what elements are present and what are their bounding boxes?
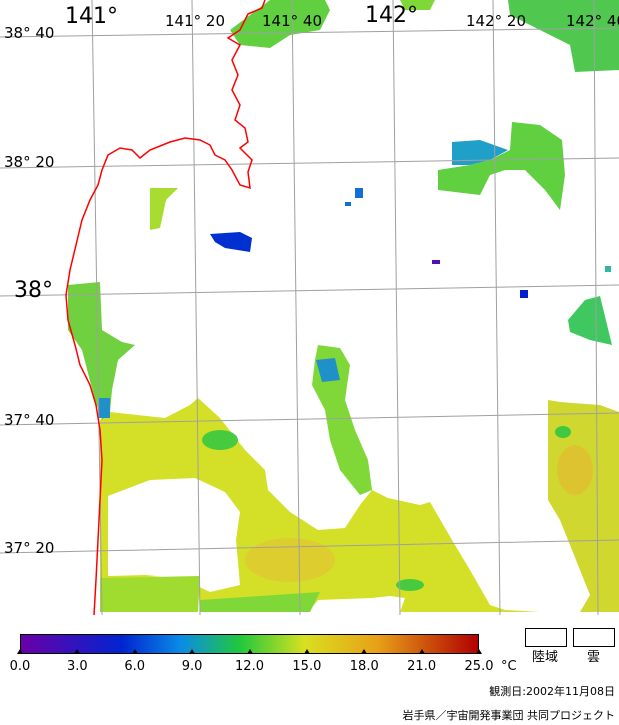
sst-green-band-west [100,576,200,612]
colorbar-tick-label: 6.0 [124,659,146,674]
colorbar-unit: °C [501,659,517,674]
lat-label-38-20: 38° 20 [4,153,55,171]
lon-label-141-20: 141° 20 [165,12,225,30]
colorbar-tick-mark [74,649,81,654]
colorbar-tick-mark [418,649,425,654]
sst-data-patches [68,0,619,612]
colorbar-tick-mark [246,649,253,654]
colorbar-tick-mark [303,649,310,654]
lon-label-142-40: 142° 40 [566,12,619,30]
credit-text: 岩手県／宇宙開発事業団 共同プロジェクト [402,709,616,722]
colorbar-tick-label: 18.0 [349,659,379,674]
land-legend-swatch [525,628,567,647]
lon-label-142-20: 142° 20 [466,12,526,30]
sst-patch-north-coast [230,0,330,48]
sst-green-band-south [200,592,320,612]
sst-patch-east-small [568,296,612,345]
sst-patch-west-coast [68,282,135,420]
sst-patch-nw [150,188,178,230]
colorbar-tick-label: 0.0 [9,659,31,674]
sst-patch-north-coast-2 [400,0,435,10]
sst-warm-core-2 [202,430,238,450]
sst-speck-3 [432,260,440,264]
colorbar-tick-label: 25.0 [464,659,494,674]
sst-speck-2 [345,202,351,206]
sst-hole-south [108,478,240,592]
sst-speck-1 [355,188,363,198]
lat-label-37-20: 37° 20 [4,539,55,557]
land-legend-label: 陸域 [532,650,559,665]
coastline [65,0,266,615]
sst-cool-spot-ne [452,140,508,165]
lat-label-38-40: 38° 40 [4,24,55,42]
colorbar-tick-label: 3.0 [67,659,88,674]
colorbar-tick-mark [17,649,23,654]
observation-date: 観測日:2002年11月08日 [489,685,615,698]
sst-green-spot-east [555,426,571,438]
colorbar-tick-mark [361,649,368,654]
sst-patch-central-tongue [312,345,372,495]
colorbar-tick-label: 15.0 [292,659,322,674]
sst-patch-ne-top [508,0,619,72]
lon-label-141: 141° [65,4,118,29]
colorbar-tick-mark [476,649,482,654]
cloud-legend-swatch [573,628,615,647]
sst-warm-core-east [557,445,593,495]
lat-label-37-40: 37° 40 [4,411,55,429]
colorbar-tick-label: 9.0 [181,659,203,674]
graticule [0,0,619,615]
colorbar-tick-mark [131,649,138,654]
colorbar-tick-mark [189,649,196,654]
sst-cool-spot-central [316,358,340,382]
sst-warm-core-1 [245,538,335,582]
sst-patch-ne-mid [438,122,565,210]
lon-label-141-40: 141° 40 [262,12,322,30]
sst-speck-4 [520,290,528,298]
sst-warm-core-3 [396,579,424,591]
lat-label-38: 38° [14,278,53,303]
colorbar-tick-label: 21.0 [407,659,437,674]
colorbar-tick-label: 12.0 [235,659,264,674]
lon-label-142: 142° [365,3,418,28]
sea-surface-temperature-map [0,0,619,615]
cloud-legend-label: 雲 [587,650,601,665]
sst-cool-spot-west [98,398,110,418]
sst-speck-5 [605,266,611,272]
sst-cold-patch [210,232,252,252]
